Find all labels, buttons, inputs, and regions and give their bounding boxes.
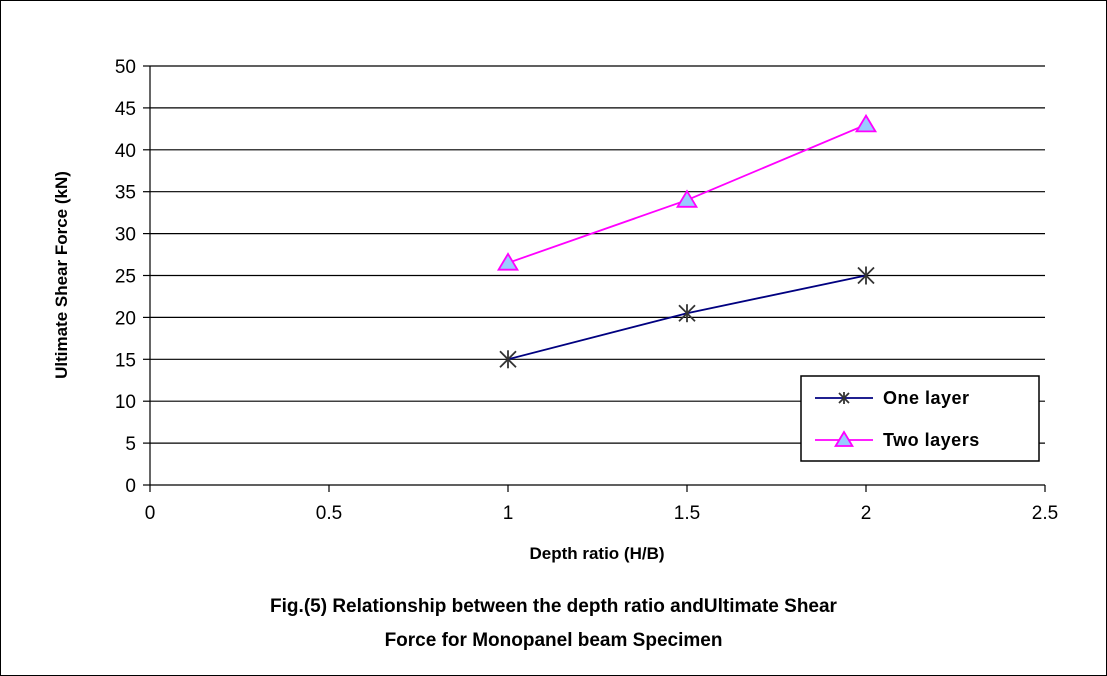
x-tick-label: 0 [145, 503, 156, 524]
x-tick-label: 2.5 [1032, 503, 1058, 524]
y-tick-label: 0 [125, 476, 136, 497]
y-tick-label: 45 [115, 99, 136, 120]
y-tick-label: 40 [115, 141, 136, 162]
data-point [496, 252, 520, 271]
x-tick-label: 1.5 [674, 503, 700, 524]
y-tick-label: 25 [115, 267, 136, 288]
series-1 [499, 266, 875, 369]
y-tick-label: 20 [115, 308, 136, 329]
legend-marker [838, 392, 850, 404]
data-point [857, 266, 875, 285]
figure-caption-line-1: Fig.(5) Relationship between the depth r… [270, 596, 837, 617]
y-axis-title: Ultimate Shear Force (kN) [52, 171, 71, 379]
x-tick-labels: 0 0.5 1 1.5 2 2.5 [145, 503, 1059, 524]
legend-label: Two layers [883, 430, 980, 450]
figure-caption-line-2: Force for Monopanel beam Specimen [384, 630, 723, 651]
series-2 [496, 113, 878, 271]
y-tick-label: 15 [115, 350, 136, 371]
y-tick-labels: 0 5 10 15 20 25 30 35 40 45 50 [115, 57, 136, 497]
legend-marker [834, 430, 854, 447]
x-tick-label: 0.5 [316, 503, 342, 524]
y-tick-label: 5 [125, 434, 136, 455]
data-point [678, 304, 696, 323]
data-point [675, 189, 699, 208]
y-tick-label: 30 [115, 225, 136, 246]
series [496, 113, 878, 369]
y-tick-label: 50 [115, 57, 136, 78]
y-tick-label: 35 [115, 183, 136, 204]
x-tick-label: 2 [861, 503, 872, 524]
legend: One layer Two layers [800, 375, 1040, 462]
x-tick-label: 1 [503, 503, 514, 524]
data-point [854, 113, 878, 133]
legend-label: One layer [883, 388, 970, 408]
data-point [499, 350, 517, 369]
x-axis-title: Depth ratio (H/B) [529, 544, 664, 563]
y-tick-label: 10 [115, 392, 136, 413]
axes [143, 65, 1046, 492]
